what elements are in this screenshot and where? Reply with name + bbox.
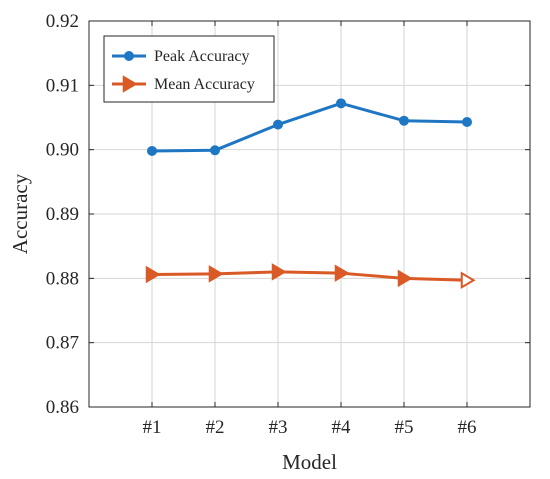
y-tick-label: 0.90 — [46, 140, 79, 161]
data-point — [397, 269, 413, 288]
x-axis-label: Model — [282, 450, 337, 474]
series — [145, 98, 476, 290]
legend-marker — [122, 75, 138, 93]
series-line — [151, 101, 468, 153]
legend: Peak Accuracy Mean Accuracy — [103, 35, 275, 103]
y-tick-label: 0.91 — [46, 75, 79, 96]
data-point — [208, 265, 224, 283]
data-point — [399, 115, 409, 126]
data-point — [147, 145, 157, 156]
x-tick-label: #1 — [143, 417, 162, 438]
x-axis-ticks: #1 #2 #3 #4 #5 #6 — [143, 21, 477, 438]
y-axis-ticks: 0.86 0.87 0.88 0.89 0.90 0.91 0.92 — [46, 11, 530, 418]
series-1 — [147, 98, 472, 156]
legend-marker — [124, 51, 134, 61]
x-tick-label: #4 — [332, 417, 352, 438]
series-2 — [145, 263, 476, 290]
x-tick-label: #3 — [269, 417, 288, 438]
y-tick-label: 0.86 — [46, 397, 79, 418]
data-point — [145, 265, 161, 284]
x-tick-label: #5 — [395, 417, 414, 438]
data-point — [271, 263, 287, 281]
data-point — [462, 117, 472, 128]
data-point — [334, 264, 350, 282]
y-tick-label: 0.88 — [46, 268, 79, 289]
legend-label: Mean Accuracy — [154, 76, 255, 93]
legend-entry: Peak Accuracy — [112, 48, 250, 65]
data-point — [336, 98, 346, 109]
y-tick-label: 0.87 — [46, 333, 79, 354]
legend-entry: Mean Accuracy — [112, 75, 255, 93]
data-point — [273, 119, 283, 130]
x-tick-label: #6 — [458, 417, 477, 438]
data-point — [460, 271, 476, 290]
y-tick-label: 0.89 — [46, 204, 79, 225]
legend-box — [103, 35, 275, 103]
y-tick-label: 0.92 — [46, 11, 79, 32]
y-axis-label: Accuracy — [8, 173, 32, 254]
data-point — [210, 145, 220, 156]
legend-label: Peak Accuracy — [154, 48, 250, 65]
x-tick-label: #2 — [206, 417, 225, 438]
series-line — [151, 270, 468, 282]
